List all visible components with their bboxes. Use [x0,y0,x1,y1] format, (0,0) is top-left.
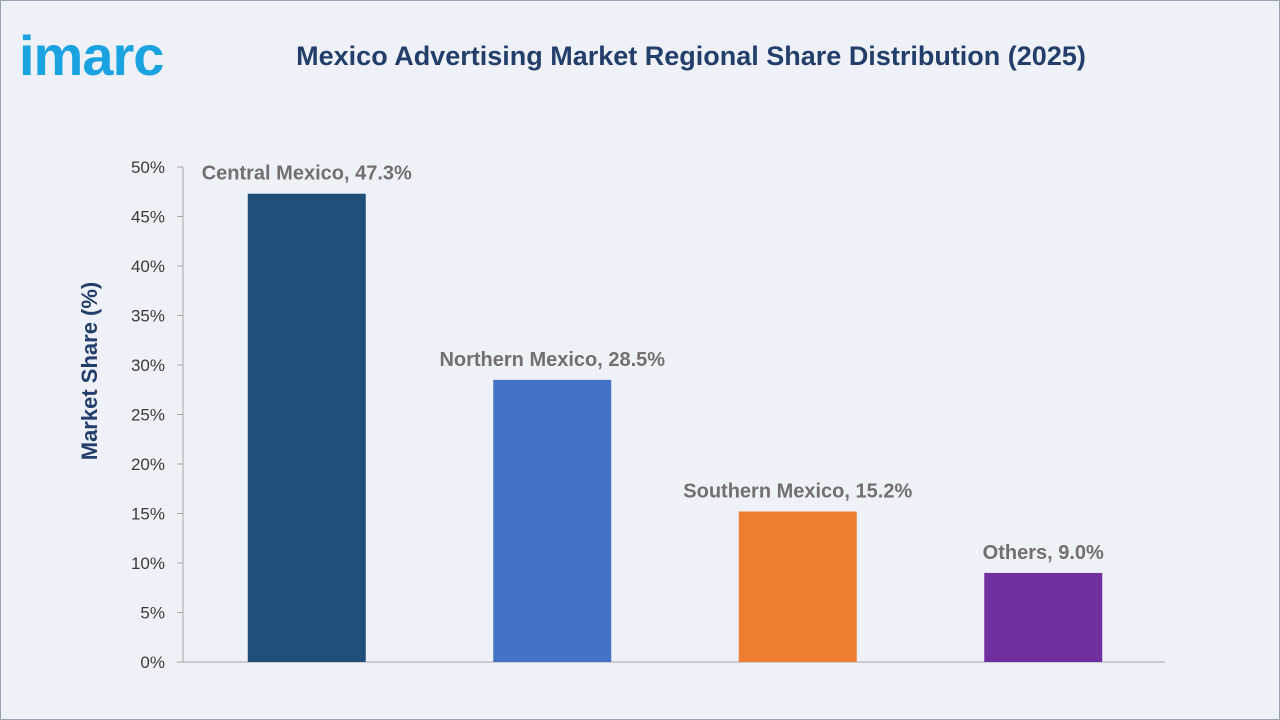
data-labels: Central Mexico, 47.3% Northern Mexico, 28… [202,163,1104,564]
bars [247,193,1103,663]
y-tick-label: 5% [140,604,165,623]
y-tick-label: 0% [140,653,165,672]
y-axis: 0% 5% 10% 15% 20% 25% 30% 35% 40% 45% 50% [131,158,1165,672]
bar-southern-mexico [738,511,857,662]
bar-northern-mexico [493,379,612,662]
y-tick-label: 40% [131,257,165,276]
y-tick-label: 20% [131,455,165,474]
data-label: Central Mexico, 47.3% [202,163,412,185]
y-tick-label: 25% [131,406,165,425]
y-tick-label: 30% [131,356,165,375]
y-tick-label: 45% [131,208,165,227]
imarc-logo: imarc [19,24,164,83]
logo-wordmark: imarc [19,24,163,83]
data-label: Others, 9.0% [983,542,1104,564]
y-tick-label: 10% [131,554,165,573]
data-label: Northern Mexico, 28.5% [439,349,665,371]
y-tick-label: 50% [131,158,165,177]
bar-others [984,572,1103,662]
y-tick-label: 35% [131,307,165,326]
chart-title: Mexico Advertising Market Regional Share… [296,41,1086,71]
data-label: Southern Mexico, 15.2% [683,481,912,503]
bar-central-mexico [247,193,366,663]
y-tick-label: 15% [131,505,165,524]
y-axis-title: Market Share (%) [77,282,102,461]
